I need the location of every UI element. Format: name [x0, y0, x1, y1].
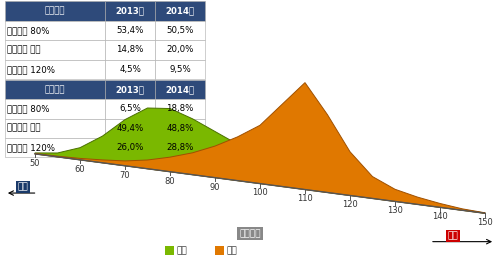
Text: 주변시세 80%: 주변시세 80% [7, 104, 50, 113]
Text: 28,8%: 28,8% [166, 143, 194, 152]
FancyBboxPatch shape [5, 119, 105, 138]
Text: 140: 140 [432, 212, 448, 221]
FancyBboxPatch shape [155, 138, 205, 157]
Text: 150: 150 [477, 218, 493, 227]
FancyBboxPatch shape [105, 1, 155, 21]
Text: 주변시세 80%: 주변시세 80% [7, 26, 50, 35]
FancyBboxPatch shape [5, 99, 105, 119]
Text: 비쌈: 비쌈 [447, 231, 458, 240]
FancyBboxPatch shape [5, 40, 105, 60]
Text: 2013下: 2013下 [116, 6, 144, 16]
Text: 50: 50 [30, 159, 40, 168]
FancyBboxPatch shape [105, 21, 155, 40]
Text: 매도의사: 매도의사 [45, 85, 65, 94]
FancyBboxPatch shape [155, 60, 205, 79]
FancyBboxPatch shape [155, 40, 205, 60]
Text: 매도: 매도 [226, 246, 237, 255]
Text: 48,8%: 48,8% [166, 124, 194, 133]
FancyBboxPatch shape [155, 1, 205, 21]
Text: 4,5%: 4,5% [119, 65, 141, 74]
FancyBboxPatch shape [155, 119, 205, 138]
FancyBboxPatch shape [5, 80, 105, 99]
Text: 2014上: 2014上 [166, 85, 194, 94]
Text: 시세수준: 시세수준 [240, 229, 261, 238]
Text: 20,0%: 20,0% [166, 45, 194, 55]
FancyBboxPatch shape [165, 247, 174, 255]
Text: 9,5%: 9,5% [169, 65, 191, 74]
FancyBboxPatch shape [155, 21, 205, 40]
FancyBboxPatch shape [5, 1, 105, 21]
Text: 80: 80 [164, 177, 175, 185]
FancyBboxPatch shape [215, 247, 224, 255]
Text: 2013下: 2013下 [116, 85, 144, 94]
FancyBboxPatch shape [105, 40, 155, 60]
FancyBboxPatch shape [155, 99, 205, 119]
Text: 50,5%: 50,5% [166, 26, 194, 35]
Text: 53,4%: 53,4% [116, 26, 143, 35]
Text: 주변시세 대로: 주변시세 대로 [7, 124, 40, 133]
Text: 110: 110 [297, 194, 313, 203]
FancyBboxPatch shape [5, 21, 105, 40]
Polygon shape [35, 108, 485, 213]
Text: 주변시세 대로: 주변시세 대로 [7, 45, 40, 55]
Text: 70: 70 [120, 171, 130, 180]
Text: 26,0%: 26,0% [116, 143, 143, 152]
FancyBboxPatch shape [105, 80, 155, 99]
Text: 매수: 매수 [176, 246, 188, 255]
Text: 매수의사: 매수의사 [45, 6, 65, 16]
Text: 2014上: 2014上 [166, 6, 194, 16]
Text: 120: 120 [342, 200, 358, 209]
Text: 130: 130 [387, 206, 403, 215]
Text: 6,5%: 6,5% [119, 104, 141, 113]
FancyBboxPatch shape [5, 138, 105, 157]
Text: 100: 100 [252, 188, 268, 197]
Text: 저렴: 저렴 [17, 183, 28, 192]
FancyBboxPatch shape [105, 99, 155, 119]
FancyBboxPatch shape [5, 60, 105, 79]
Polygon shape [35, 83, 485, 213]
Text: 49,4%: 49,4% [116, 124, 143, 133]
FancyBboxPatch shape [105, 138, 155, 157]
Text: 주변시세 120%: 주변시세 120% [7, 143, 55, 152]
Text: 18,8%: 18,8% [166, 104, 194, 113]
Text: 주변시세 120%: 주변시세 120% [7, 65, 55, 74]
FancyBboxPatch shape [155, 80, 205, 99]
Text: 14,8%: 14,8% [116, 45, 143, 55]
FancyBboxPatch shape [105, 119, 155, 138]
Text: 90: 90 [210, 183, 220, 191]
FancyBboxPatch shape [105, 60, 155, 79]
Text: 60: 60 [74, 165, 86, 174]
